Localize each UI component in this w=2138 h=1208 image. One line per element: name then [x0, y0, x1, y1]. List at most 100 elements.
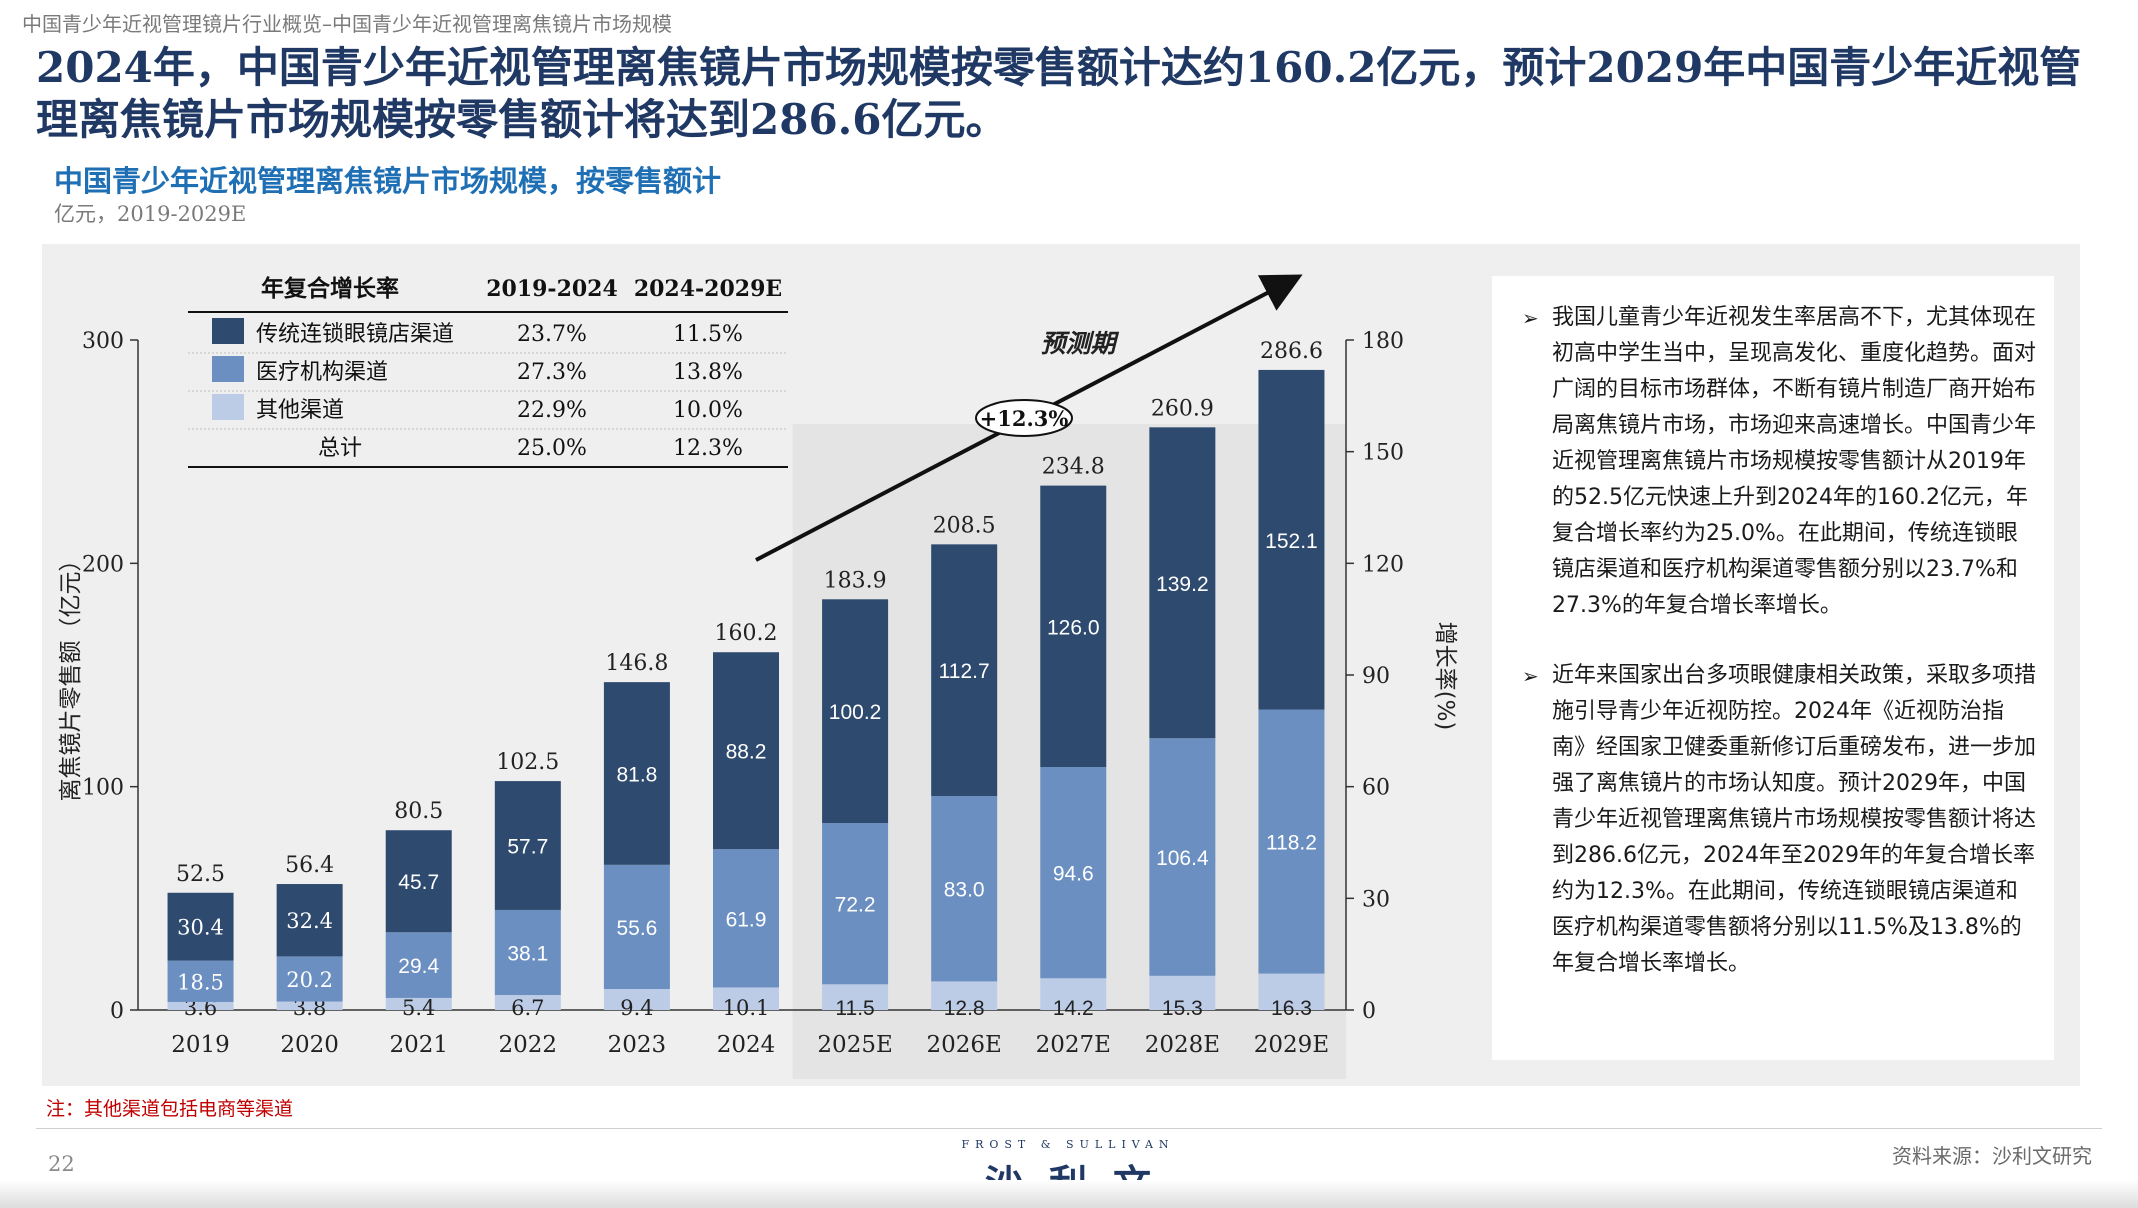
bar-segment-medical [167, 960, 234, 1002]
bar-segment-other [822, 984, 889, 1010]
bar-segment-medical [1040, 767, 1107, 979]
bar-total-label: 102.5 [496, 750, 559, 775]
bar-segment-traditional [167, 892, 234, 961]
bar-segment-medical [713, 849, 779, 988]
bar-segment-traditional [494, 781, 561, 910]
bar-value-label-traditional: 32.4 [286, 909, 333, 933]
cagr-table-cell: 10.0% [673, 398, 743, 423]
cagr-badge-label: +12.3% [980, 406, 1069, 431]
bar-value-label-medical: 29.4 [398, 955, 439, 978]
bar-segment-other [603, 989, 670, 1010]
cagr-table-cell: 13.8% [673, 360, 743, 385]
bar-segment-medical [1149, 738, 1216, 976]
bar-segment-other [276, 1001, 343, 1010]
bar-value-label-other: 5.4 [402, 996, 435, 1020]
bar-segment-medical [494, 909, 561, 996]
legend-swatch-other [212, 394, 244, 420]
bar-total-label: 80.5 [394, 799, 443, 824]
bar-total-label: 146.8 [605, 651, 668, 676]
cagr-table-cell: 27.3% [517, 360, 587, 385]
cagr-table-cell: 22.9% [517, 398, 587, 423]
cagr-badge-ellipse [975, 399, 1073, 437]
bar-value-label-traditional: 152.1 [1265, 530, 1318, 553]
bar-segment-traditional [1040, 485, 1107, 768]
legend-label-traditional: 传统连锁眼镜店渠道 [256, 322, 454, 347]
footer-divider [36, 1128, 2102, 1129]
bar-value-label-medical: 106.4 [1156, 847, 1209, 870]
bar-value-label-medical: 118.2 [1266, 832, 1317, 855]
bar-segment-other [1149, 975, 1216, 1010]
bullet-arrow-icon: ➢ [1522, 306, 1539, 330]
bar-value-label-traditional: 30.4 [177, 916, 224, 940]
bar-segment-medical [931, 796, 998, 982]
bar-total-label: 183.9 [824, 568, 887, 593]
y-tick-label-left: 200 [82, 552, 124, 577]
y-tick-label-right: 180 [1362, 329, 1404, 354]
y-tick-label-right: 90 [1362, 664, 1390, 689]
bar-value-label-other: 16.3 [1271, 997, 1312, 1020]
bar-segment-traditional [276, 884, 343, 957]
x-tick-label: 2020 [280, 1032, 339, 1058]
y-tick-label-left: 100 [82, 776, 124, 801]
breadcrumb: 中国青少年近视管理镜片行业概览–中国青少年近视管理离焦镜片市场规模 [22, 12, 672, 36]
y-tick-label-right: 0 [1362, 999, 1376, 1024]
legend-label-other: 其他渠道 [256, 398, 344, 423]
x-tick-label: 2026E [927, 1032, 1002, 1058]
bar-value-label-medical: 38.1 [507, 942, 548, 965]
bar-value-label-traditional: 100.2 [829, 701, 882, 724]
cagr-table-header: 2019-2024 [486, 276, 618, 302]
bar-total-label: 234.8 [1042, 455, 1105, 480]
cagr-table-cell: 25.0% [517, 436, 587, 461]
bar-segment-other [1258, 973, 1325, 1010]
x-tick-label: 2019 [171, 1032, 230, 1058]
cagr-table-header: 年复合增长率 [261, 275, 399, 302]
bar-segment-traditional [713, 652, 779, 850]
legend-label-medical: 医疗机构渠道 [256, 360, 388, 385]
commentary-paragraph-1: ➢ 我国儿童青少年近视发生率居高不下，尤其体现在初高中学生当中，呈现高发化、重度化… [1522, 300, 2036, 624]
bar-segment-medical [276, 956, 343, 1002]
bar-total-label: 286.6 [1260, 339, 1323, 364]
bar-value-label-medical: 55.6 [616, 917, 657, 940]
x-tick-label: 2025E [817, 1032, 892, 1058]
bar-value-label-other: 10.1 [723, 996, 770, 1020]
y-tick-label-right: 150 [1362, 441, 1404, 466]
bar-total-label: 56.4 [285, 853, 334, 878]
bar-value-label-medical: 20.2 [286, 968, 333, 992]
x-tick-label: 2028E [1145, 1032, 1220, 1058]
bar-segment-traditional [385, 830, 452, 933]
footnote: 注：其他渠道包括电商等渠道 [46, 1098, 294, 1120]
bar-value-label-other: 6.7 [511, 996, 544, 1020]
chart-subtitle: 亿元，2019-2029E [54, 202, 247, 226]
logo-english: FROST & SULLIVAN [961, 1138, 1175, 1151]
y-tick-label-right: 30 [1362, 887, 1390, 912]
cagr-table-row-label: 总计 [318, 436, 362, 461]
bar-value-label-traditional: 126.0 [1047, 616, 1100, 639]
source-note: 资料来源：沙利文研究 [1892, 1144, 2092, 1168]
bar-value-label-traditional: 45.7 [398, 871, 439, 894]
bar-value-label-traditional: 81.8 [616, 763, 657, 786]
cagr-table-cell: 12.3% [673, 436, 743, 461]
bar-value-label-medical: 61.9 [726, 908, 767, 931]
bar-segment-medical [603, 864, 670, 990]
bar-value-label-medical: 72.2 [835, 894, 876, 917]
bar-segment-medical [822, 823, 889, 985]
bar-segment-medical [1258, 709, 1325, 974]
x-tick-label: 2023 [608, 1032, 667, 1058]
bottom-shadow [0, 1180, 2138, 1208]
bar-segment-other [494, 995, 561, 1010]
y-axis-title-right: 增长率(%) [1432, 622, 1458, 731]
x-tick-label: 2024 [717, 1032, 776, 1058]
cagr-table-header: 2024-2029E [634, 276, 782, 302]
bar-segment-traditional [1149, 427, 1216, 739]
bar-segment-traditional [822, 599, 889, 824]
x-tick-label: 2021 [389, 1032, 448, 1058]
commentary-panel: ➢ 我国儿童青少年近视发生率居高不下，尤其体现在初高中学生当中，呈现高发化、重度化… [1492, 276, 2054, 1060]
bar-value-label-medical: 83.0 [944, 879, 985, 902]
y-tick-label-right: 120 [1362, 552, 1404, 577]
y-tick-label-right: 60 [1362, 776, 1390, 801]
bar-total-label: 52.5 [176, 862, 225, 887]
bar-segment-traditional [603, 682, 670, 865]
legend-swatch-traditional [212, 318, 244, 344]
y-axis-title-left: 离焦镜片零售额（亿元） [58, 549, 84, 802]
